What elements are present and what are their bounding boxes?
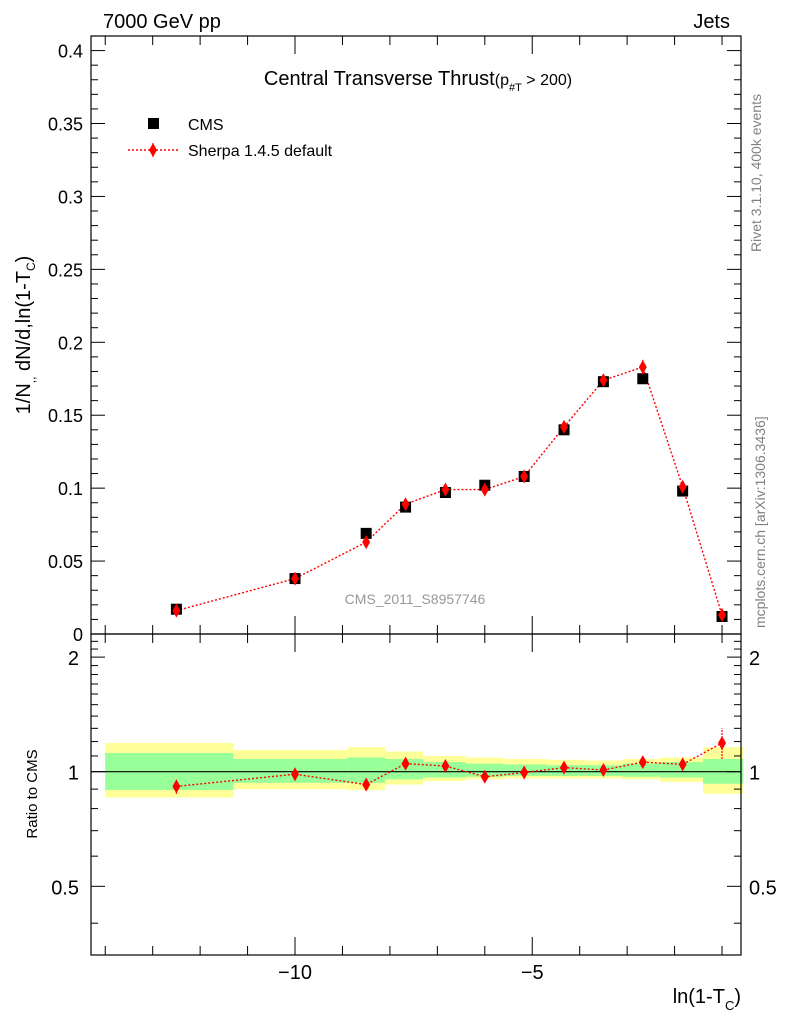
ratio-point (638, 755, 647, 770)
main-x-ticks (104, 36, 723, 634)
y-tick-label: 0.3 (58, 187, 83, 207)
sherpa-point (172, 603, 181, 618)
sherpa-point (520, 469, 529, 484)
ratio-x-axis: −10 −5 (104, 634, 723, 984)
plot-title: Central Transverse Thrust(p#T > 200) (264, 68, 572, 94)
ratio-y-axis-label: Ratio to CMS (24, 749, 41, 838)
sherpa-point (678, 479, 687, 494)
ratio-y-axis: 0.5 0.5 1 1 2 2 (51, 640, 777, 924)
y-tick-label: 0.1 (58, 479, 83, 499)
sherpa-point (599, 373, 608, 388)
x-tick-label: −5 (521, 962, 544, 984)
y-tick-label: 0.4 (58, 42, 83, 62)
main-panel: 0 0.05 0.1 0.15 0.2 0.25 0.3 0.35 0.4 Central Tr… (13, 35, 742, 645)
header-category: Jets (693, 11, 730, 33)
mcplots-label: mcplots.cern.ch [arXiv:1306.3436] (752, 416, 768, 628)
sherpa-point (291, 571, 300, 586)
ratio-y-tick-label: 0.5 (51, 877, 79, 899)
main-y-axis-label: 1/N,, dN/d,ln(1-TC) (13, 256, 38, 415)
ratio-frame (90, 633, 742, 956)
uncertainty-band-inner (622, 763, 661, 777)
cms-data-point (360, 527, 372, 539)
y-tick-label: 0.05 (48, 552, 83, 572)
ratio-point (441, 759, 450, 774)
sherpa-point (560, 419, 569, 434)
sherpa-point (638, 360, 647, 375)
sherpa-point (441, 482, 450, 497)
uncertainty-band-inner (385, 758, 424, 780)
y-tick-label: 0 (73, 625, 83, 645)
x-axis-label: ln(1-TC) (673, 986, 741, 1013)
ratio-sherpa-line (176, 742, 723, 788)
ratio-y-tick-label-right: 0.5 (749, 877, 777, 899)
legend-cms-label: CMS (188, 117, 224, 134)
sherpa-point (480, 482, 489, 497)
ratio-point (520, 765, 529, 780)
ratio-point (718, 735, 727, 750)
ratio-point (362, 777, 371, 792)
ratio-plot-area (91, 728, 744, 798)
legend-sherpa-label: Sherpa 1.4.5 default (188, 143, 333, 160)
legend-sherpa-marker (149, 143, 157, 157)
sherpa-point (401, 497, 410, 512)
y-tick-label: 0.35 (48, 115, 83, 135)
y-tick-label: 0.2 (58, 333, 83, 353)
ratio-y-tick-label-right: 2 (749, 648, 760, 670)
ratio-point (401, 756, 410, 771)
sherpa-line (176, 366, 723, 616)
y-tick-label: 0.15 (48, 406, 83, 426)
legend-cms-marker (148, 118, 159, 129)
analysis-watermark: CMS_2011_S8957746 (345, 591, 486, 607)
main-y-axis: 0 0.05 0.1 0.15 0.2 0.25 0.3 0.35 0.4 (48, 42, 741, 645)
ratio-point (678, 757, 687, 772)
legend: CMS Sherpa 1.4.5 default (128, 117, 333, 160)
rivet-version-label: Rivet 3.1.10, 400k events (748, 94, 764, 252)
ratio-point (172, 779, 181, 794)
header-process: 7000 GeV pp (103, 11, 221, 33)
ratio-point (480, 769, 489, 784)
sherpa-point (718, 608, 727, 623)
ratio-point (599, 763, 608, 778)
ratio-y-tick-label: 1 (68, 763, 79, 785)
uncertainty-band-inner (660, 762, 704, 778)
ratio-panel: 0.5 0.5 1 1 2 2 −10 −5 Ratio to CMS (24, 633, 777, 984)
y-tick-label: 0.25 (48, 260, 83, 280)
x-tick-label: −10 (278, 962, 312, 984)
sherpa-point (362, 535, 371, 550)
ratio-point (291, 767, 300, 782)
cms-data-point (637, 373, 649, 385)
ratio-y-tick-label: 2 (68, 648, 79, 670)
uncertainty-band-inner (233, 758, 348, 783)
ratio-y-tick-label-right: 1 (749, 763, 760, 785)
ratio-point (560, 760, 569, 775)
main-plot-area (170, 359, 728, 623)
